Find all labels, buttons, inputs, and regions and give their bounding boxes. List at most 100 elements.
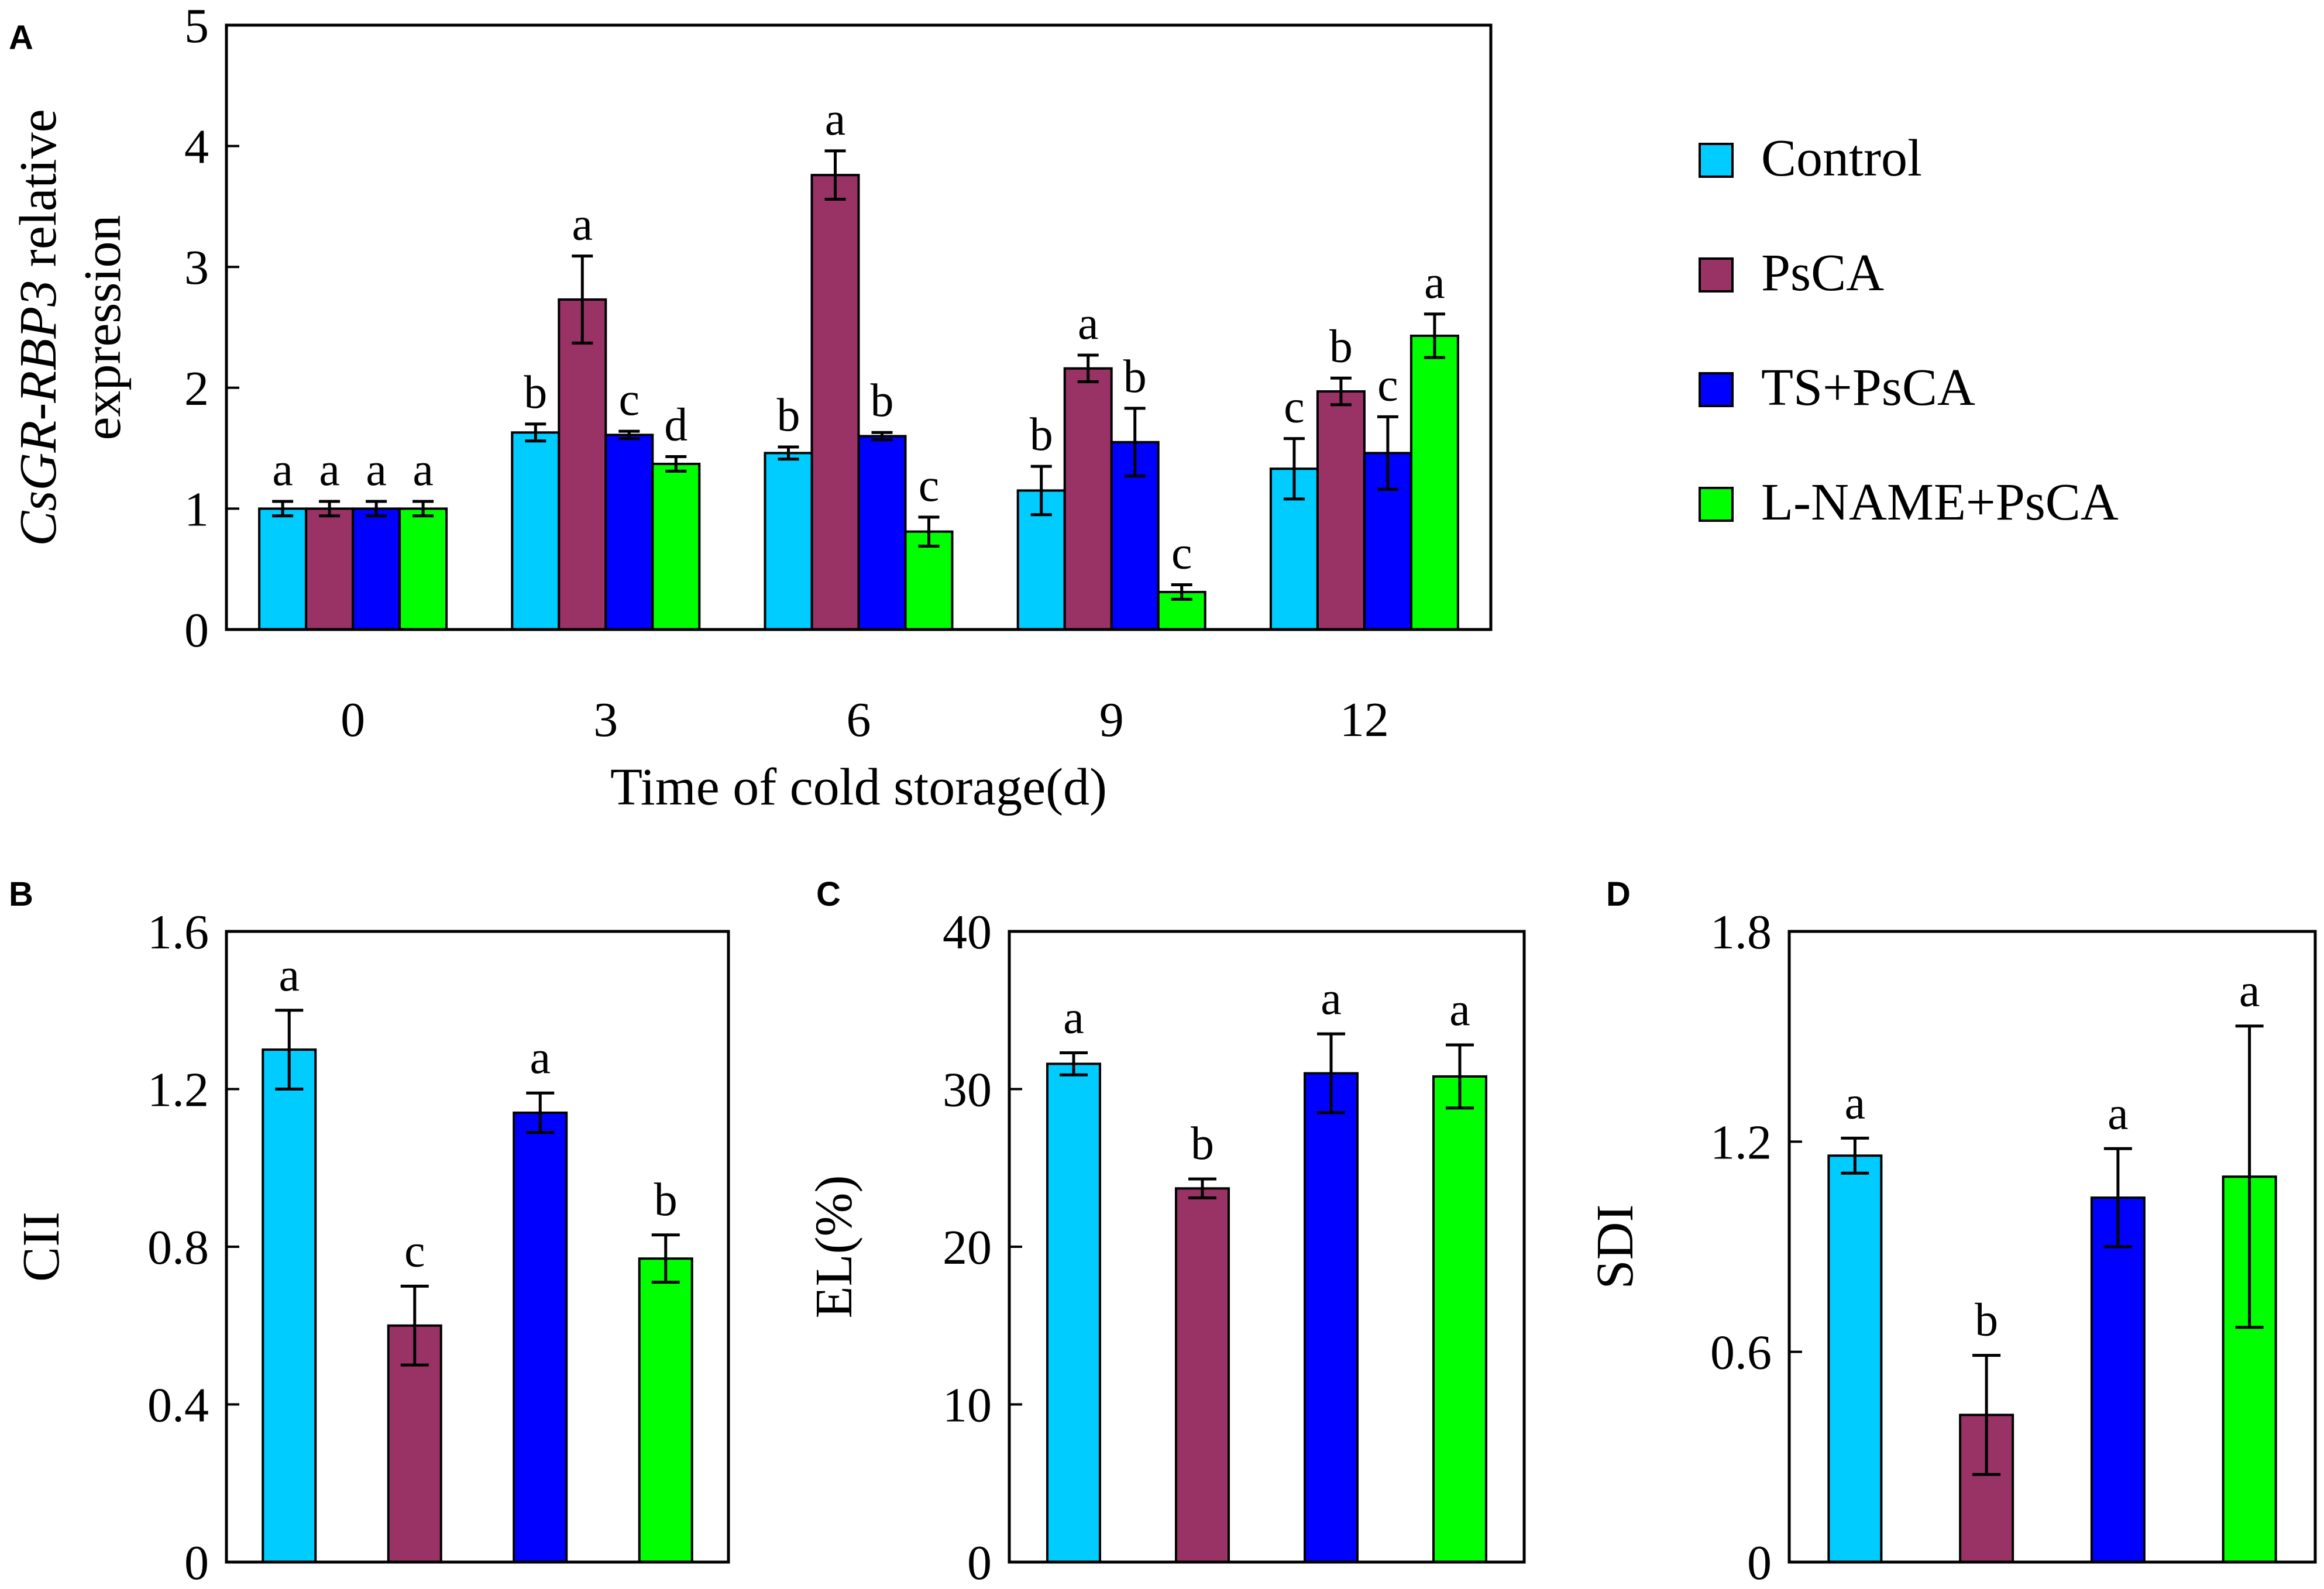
- sig-letter-ts-psca-day-9: b: [1123, 351, 1147, 403]
- x-axis-title: Time of cold storage(d): [610, 758, 1107, 816]
- bar-l-name-psca-day-0: [398, 507, 448, 631]
- sig-letter-control-day-6: b: [777, 390, 800, 441]
- y-tick-label: 20: [943, 1220, 992, 1275]
- x-tick-label: 6: [847, 693, 871, 747]
- legend-label-l-name-psca: L-NAME+PsCA: [1761, 473, 2119, 531]
- y-axis-title-line2: expression: [74, 215, 132, 441]
- sig-letter-l-name-psca-day-12: a: [1424, 257, 1445, 308]
- y-tick-label: 1.2: [1710, 1115, 1772, 1170]
- y-tick-label: 40: [943, 905, 992, 959]
- sig-letter-control: a: [1063, 992, 1084, 1044]
- sig-letter-psca-day-12: b: [1329, 321, 1353, 372]
- y-tick-label: 0: [184, 1536, 209, 1589]
- sig-letter-l-name-psca: a: [2239, 965, 2260, 1017]
- bar-psca: [1175, 1187, 1230, 1564]
- sig-letter-ts-psca-day-12: c: [1377, 359, 1398, 411]
- legend-swatch-l-name-psca: [1699, 487, 1734, 522]
- bar-ts-psca: [513, 1111, 568, 1564]
- sig-letter-psca-day-0: a: [319, 444, 340, 496]
- sig-letter-l-name-psca: b: [654, 1174, 678, 1226]
- y-tick-label: 2: [184, 362, 209, 416]
- y-axis-title: CsGR-RBP3 relative: [9, 109, 67, 546]
- y-tick-label: 0.6: [1710, 1326, 1772, 1380]
- y-tick-label: 30: [943, 1063, 992, 1117]
- sig-letter-psca: b: [1975, 1295, 1998, 1346]
- y-tick-label: 4: [184, 120, 209, 174]
- bar-ts-psca: [2090, 1196, 2146, 1563]
- panel-c-chart: Ca b a a 0 10 20 30 40 EL(%): [805, 875, 1526, 1589]
- sig-letter-control-day-9: b: [1030, 409, 1053, 460]
- sig-letter-control: a: [1845, 1077, 1866, 1129]
- bar-psca-day-9: [1063, 367, 1113, 631]
- sig-letter-ts-psca-day-6: b: [871, 375, 894, 427]
- y-tick-label: 5: [184, 0, 209, 53]
- bar-psca-day-6: [810, 174, 860, 631]
- bar-control: [1046, 1062, 1101, 1563]
- bar-ts-psca-day-3: [604, 434, 654, 631]
- bar-psca-day-3: [558, 298, 607, 631]
- sig-letter-l-name-psca-day-9: c: [1171, 528, 1192, 579]
- x-tick-label: 9: [1099, 693, 1124, 747]
- bar-control: [1827, 1154, 1883, 1564]
- panel-d-letter: D: [1606, 875, 1631, 913]
- y-axis-title: CII: [12, 1212, 70, 1282]
- x-tick-label: 3: [593, 693, 618, 747]
- legend-label-psca: PsCA: [1761, 244, 1884, 302]
- sig-letter-control-day-12: c: [1284, 381, 1305, 433]
- y-axis-title: EL(%): [805, 1175, 863, 1319]
- bar-ts-psca-day-0: [352, 507, 401, 631]
- bar-control: [262, 1048, 317, 1563]
- bar-control-day-3: [511, 431, 561, 631]
- bar-l-name-psca: [1432, 1075, 1487, 1563]
- y-tick-label: 1.2: [147, 1063, 209, 1117]
- sig-letter-l-name-psca-day-3: d: [664, 400, 687, 451]
- sig-letter-control-day-3: b: [524, 367, 547, 418]
- y-tick-label: 0: [184, 603, 209, 658]
- bar-ts-psca: [1304, 1072, 1359, 1564]
- sig-letter-psca: b: [1191, 1118, 1214, 1170]
- y-tick-label: 0: [1747, 1536, 1772, 1589]
- sig-letter-ts-psca: a: [530, 1032, 551, 1084]
- sig-letter-psca-day-3: a: [572, 199, 593, 250]
- panel-b-letter: B: [9, 875, 33, 913]
- y-tick-label: 10: [943, 1378, 992, 1433]
- sig-letter-psca-day-6: a: [825, 94, 846, 145]
- y-tick-label: 0.8: [147, 1220, 209, 1275]
- sig-letter-l-name-psca: a: [1449, 984, 1470, 1036]
- legend-label-control: Control: [1761, 129, 1922, 187]
- bar-psca-day-0: [305, 507, 355, 631]
- sig-letter-ts-psca: a: [2108, 1088, 2129, 1139]
- plot-frame: [225, 23, 1493, 631]
- sig-letter-psca-day-9: a: [1078, 298, 1099, 349]
- sig-letter-ts-psca-day-0: a: [366, 444, 387, 496]
- legend-swatch-control: [1699, 143, 1734, 178]
- panel-a-letter: A: [9, 19, 33, 57]
- bar-ts-psca-day-6: [857, 435, 907, 631]
- sig-letter-control: a: [279, 950, 300, 1001]
- y-tick-label: 0: [967, 1536, 992, 1589]
- bar-l-name-psca: [638, 1257, 693, 1563]
- bar-control-day-0: [258, 507, 308, 631]
- y-tick-label: 1.8: [1710, 905, 1772, 959]
- sig-letter-l-name-psca-day-0: a: [412, 444, 434, 496]
- legend-label-ts-psca: TS+PsCA: [1761, 359, 1975, 417]
- y-tick-label: 1: [184, 482, 209, 536]
- y-tick-label: 1.6: [147, 905, 209, 959]
- y-axis-title-suffix: relative: [9, 109, 67, 280]
- bar-l-name-psca-day-3: [651, 462, 701, 631]
- panel-d-chart: Da b a a 0 0.6 1.2 1.8 SDI: [1586, 875, 2317, 1589]
- legend-swatch-psca: [1699, 257, 1734, 293]
- y-axis-title: SDI: [1586, 1204, 1644, 1289]
- panel-c-letter: C: [816, 875, 841, 913]
- sig-letter-l-name-psca-day-6: c: [919, 460, 940, 511]
- bar-psca-day-12: [1316, 390, 1366, 631]
- x-tick-label: 0: [341, 693, 365, 747]
- sig-letter-ts-psca: a: [1321, 973, 1342, 1024]
- bar-l-name-psca-day-12: [1409, 334, 1459, 631]
- sig-letter-control-day-0: a: [272, 444, 293, 496]
- y-tick-label: 0.4: [147, 1378, 209, 1433]
- panel-b-chart: Ba c a b 0 0.4 0.8 1.2 1.6 CII: [9, 875, 730, 1589]
- y-tick-label: 3: [184, 240, 209, 295]
